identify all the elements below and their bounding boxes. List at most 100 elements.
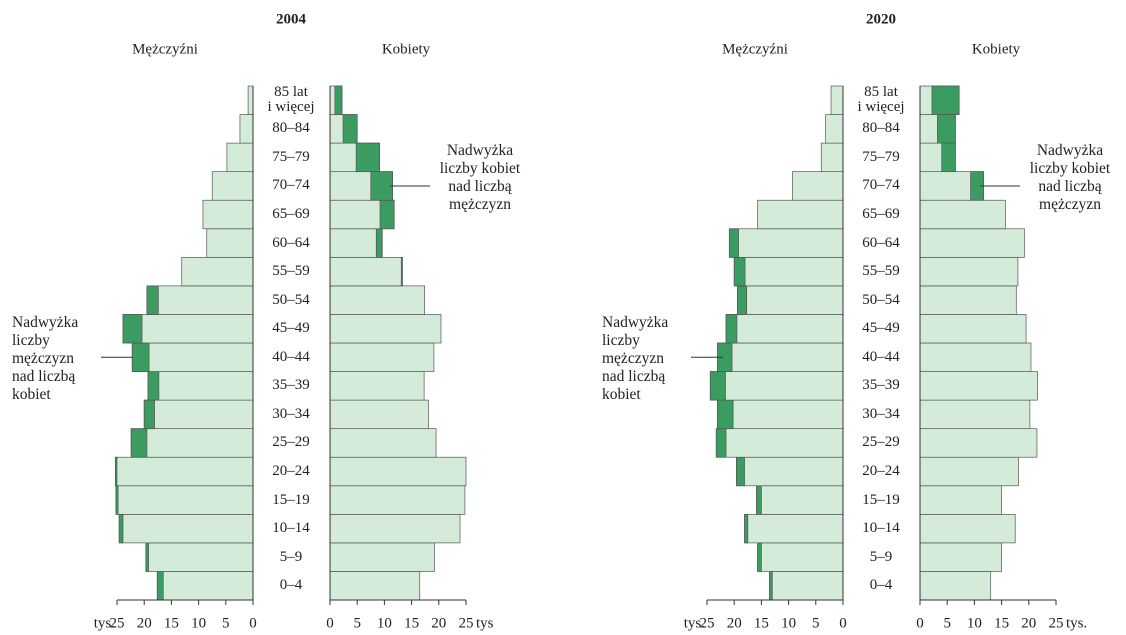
category-label: 50–54: [272, 291, 310, 308]
bar: [329, 371, 425, 401]
surplus-bar: [131, 342, 150, 372]
bar: [919, 342, 1032, 372]
bar: [744, 513, 844, 544]
surplus-bar: [709, 371, 726, 401]
surplus-bar: [744, 513, 749, 544]
bar: [709, 371, 844, 401]
chart-title: 2020: [866, 11, 896, 27]
surplus-bar: [716, 399, 734, 430]
bar: [919, 314, 1027, 344]
category-label: 85 lat i więcej: [857, 84, 905, 116]
surplus-bar: [146, 285, 159, 315]
surplus-bar: [370, 171, 393, 201]
bar: [733, 256, 844, 287]
surplus-bar: [342, 114, 358, 144]
category-label: 5–9: [279, 548, 303, 565]
category-label: 5–9: [869, 548, 893, 565]
bar: [130, 428, 254, 458]
bar: [329, 399, 429, 430]
x-tick-label: 10: [377, 615, 392, 631]
annotation: Nadwyżka liczby mężczyzn nad liczbą kobi…: [12, 314, 79, 403]
category-label: 15–19: [862, 491, 900, 508]
bar: [329, 342, 435, 372]
bar: [756, 485, 844, 515]
category-label: 65–69: [272, 206, 310, 222]
category-label: 85 lat i więcej: [267, 84, 315, 116]
x-tick-label: 5: [353, 615, 361, 631]
category-label: 40–44: [272, 348, 310, 365]
bar: [919, 456, 1019, 487]
bar: [715, 428, 844, 458]
bar: [131, 342, 254, 372]
surplus-bar: [143, 399, 155, 430]
bar: [919, 199, 1006, 230]
surplus-bar: [145, 542, 149, 572]
bar: [118, 513, 254, 544]
x-tick-label: 10: [191, 615, 206, 631]
surplus-bar: [757, 542, 762, 572]
surplus-bar: [725, 314, 738, 344]
category-label: 35–39: [862, 377, 900, 394]
surplus-bar: [769, 571, 773, 601]
bar: [919, 485, 1002, 515]
x-tick-label: 0: [326, 615, 334, 631]
category-label: 15–19: [272, 491, 310, 508]
bar: [181, 256, 254, 287]
bar: [919, 428, 1038, 458]
category-label: 70–74: [272, 177, 310, 194]
surplus-bar: [400, 256, 403, 287]
series-label: Kobiety: [972, 41, 1021, 57]
bar: [919, 571, 992, 601]
category-label: 75–79: [272, 148, 310, 165]
x-unit: tys.: [94, 615, 115, 631]
bar: [725, 314, 844, 344]
x-tick-label: 25: [1049, 615, 1064, 631]
surplus-bar: [122, 314, 143, 344]
bar: [329, 485, 466, 515]
category-label: 60–64: [862, 234, 900, 251]
bar: [329, 285, 426, 315]
bar: [757, 542, 844, 572]
bar: [820, 142, 844, 173]
x-tick-label: 15: [404, 615, 419, 631]
surplus-bar: [118, 513, 124, 544]
bar: [145, 542, 254, 572]
category-label: 80–84: [272, 120, 310, 137]
surplus-bar: [115, 485, 119, 515]
surplus-bar: [715, 428, 727, 458]
x-tick-label: 10: [781, 615, 796, 631]
surplus-bar: [355, 142, 380, 173]
x-tick-label: 20: [137, 615, 152, 631]
category-label: 20–24: [272, 463, 310, 479]
surplus-bar: [941, 142, 956, 173]
category-label: 50–54: [862, 291, 900, 308]
surplus-bar: [379, 199, 395, 230]
surplus-bar: [115, 456, 118, 487]
bar: [769, 571, 844, 601]
bar: [202, 199, 254, 230]
bar: [737, 285, 844, 315]
annotation: Nadwyżka liczby kobiet nad liczbą mężczy…: [439, 142, 521, 213]
x-unit: tys.: [1066, 615, 1087, 631]
bar: [122, 314, 254, 344]
bar: [728, 228, 844, 258]
x-tick-label: 20: [431, 615, 446, 631]
bar: [329, 314, 442, 344]
surplus-bar: [937, 114, 956, 144]
x-tick-label: 20: [1021, 615, 1036, 631]
category-label: 70–74: [862, 177, 900, 194]
surplus-bar: [156, 571, 164, 601]
category-label: 0–4: [279, 577, 303, 594]
bar: [156, 571, 254, 601]
surplus-bar: [756, 485, 762, 515]
x-tick-label: 25: [700, 615, 715, 631]
bar: [736, 456, 844, 487]
chart-title: 2004: [276, 11, 307, 27]
surplus-bar: [737, 285, 748, 315]
x-tick-label: 5: [943, 615, 951, 631]
annotation: Nadwyżka liczby kobiet nad liczbą mężczy…: [1029, 142, 1111, 213]
x-tick-label: 15: [164, 615, 179, 631]
x-tick-label: 15: [754, 615, 769, 631]
x-unit: tys: [476, 615, 494, 631]
